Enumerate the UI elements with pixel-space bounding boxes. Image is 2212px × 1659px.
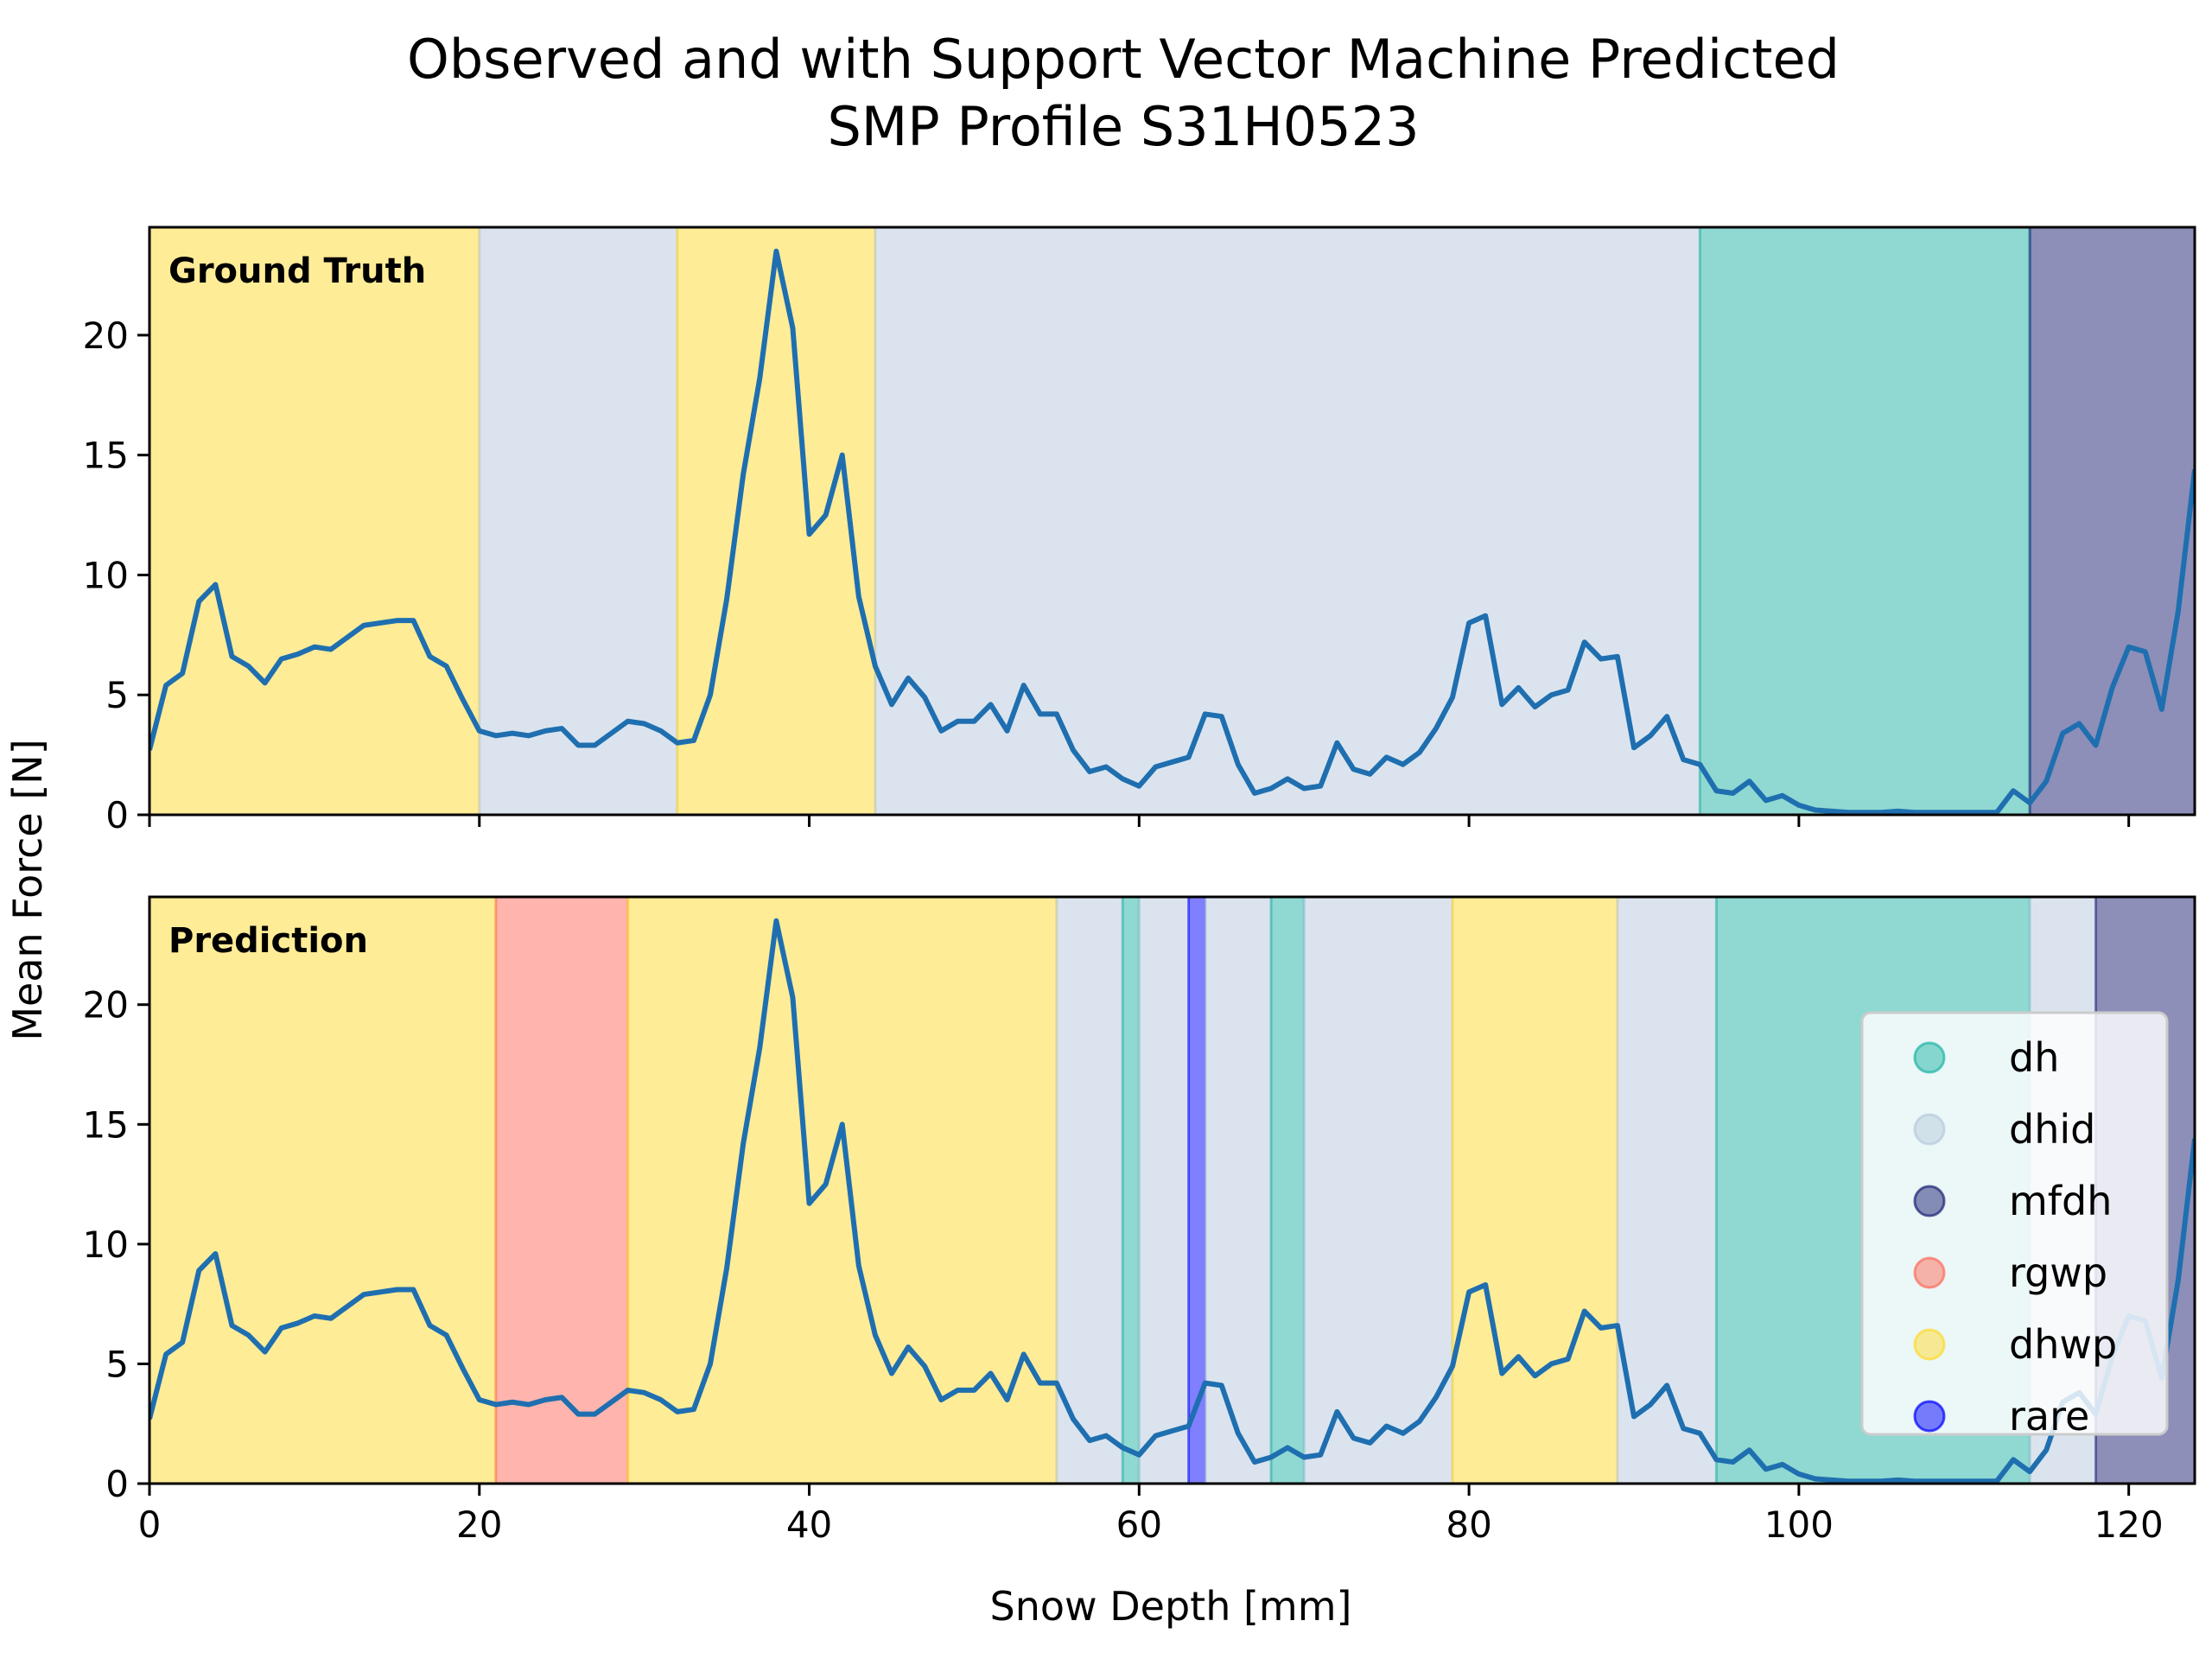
chart-title-line-1: Observed and with Support Vector Machine… — [407, 28, 1840, 91]
segment-mfdh — [2028, 227, 2195, 815]
y-tick-label: 15 — [83, 435, 129, 477]
segment-dh — [1698, 227, 2031, 815]
segment-dhid — [874, 227, 1701, 815]
segment-dhwp — [149, 897, 498, 1484]
y-tick-label: 5 — [105, 1343, 129, 1385]
force-line — [149, 248, 2195, 815]
segment-dhwp — [149, 227, 481, 815]
segment-dhid — [478, 227, 679, 815]
plot-frame — [148, 226, 2196, 817]
x-tick-label: 120 — [2094, 1503, 2164, 1546]
ground-truth-panel: 0 5 10 15 20 Ground Truth — [83, 226, 2196, 836]
segment-dhid — [1204, 897, 1273, 1484]
legend-marker-dh — [1913, 1041, 1946, 1074]
force-line — [149, 918, 2195, 1484]
legend-label-rare: rare — [2009, 1393, 2089, 1440]
prediction-panel: 0 20 40 60 80 100 120 0 5 10 15 20 Prediction — [83, 895, 2196, 1546]
segment-dhid — [1302, 897, 1454, 1484]
legend-label-rgwp: rgwp — [2009, 1249, 2107, 1296]
y-tick-label: 20 — [83, 984, 129, 1027]
segment-rgwp — [494, 897, 630, 1484]
segment-dhwp — [626, 897, 1058, 1484]
x-tick-label: 20 — [456, 1503, 502, 1546]
legend-marker-dhwp — [1913, 1328, 1946, 1361]
y-axis-label: Mean Force [N] — [4, 739, 51, 1040]
segment-dhid — [1055, 897, 1124, 1484]
segment-dh — [1121, 897, 1141, 1484]
y-tick-label: 15 — [83, 1103, 129, 1146]
legend-marker-rgwp — [1913, 1256, 1946, 1289]
legend-marker-dhid — [1913, 1113, 1946, 1146]
chart-title-line-2: SMP Profile S31H0523 — [827, 95, 1419, 158]
x-axis-label: Snow Depth [mm] — [990, 1583, 1352, 1630]
segment-dhwp — [676, 227, 877, 815]
y-tick-label: 10 — [83, 1224, 129, 1266]
legend-label-dh: dh — [2009, 1034, 2059, 1081]
legend-label-dhid: dhid — [2009, 1106, 2095, 1153]
x-tick-label: 0 — [138, 1503, 162, 1546]
y-tick-label: 0 — [105, 1463, 129, 1505]
x-tick-label: 40 — [786, 1503, 832, 1546]
legend-marker-rare — [1913, 1400, 1946, 1433]
legend-marker-mfdh — [1913, 1185, 1946, 1217]
x-tick-label: 100 — [1764, 1503, 1834, 1546]
panel-label: Ground Truth — [168, 251, 426, 291]
legend: dh dhid mfdh rgwp dhwp rare — [1860, 1011, 2169, 1440]
plot-frame — [148, 895, 2196, 1485]
segment-dhwp — [1451, 897, 1619, 1484]
y-tick-label: 5 — [105, 674, 129, 716]
panel-label: Prediction — [168, 921, 368, 961]
segment-dh — [1269, 897, 1306, 1484]
x-tick-label: 60 — [1116, 1503, 1162, 1546]
legend-label-mfdh: mfdh — [2009, 1178, 2112, 1224]
segment-dhid — [1137, 897, 1191, 1484]
y-tick-label: 20 — [83, 315, 129, 357]
y-tick-label: 0 — [105, 794, 129, 836]
y-tick-label: 10 — [83, 554, 129, 596]
x-tick-label: 80 — [1446, 1503, 1491, 1546]
legend-label-dhwp: dhwp — [2009, 1321, 2117, 1368]
